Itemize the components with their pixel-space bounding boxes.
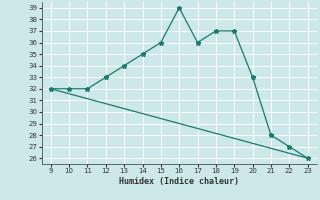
X-axis label: Humidex (Indice chaleur): Humidex (Indice chaleur)	[119, 177, 239, 186]
